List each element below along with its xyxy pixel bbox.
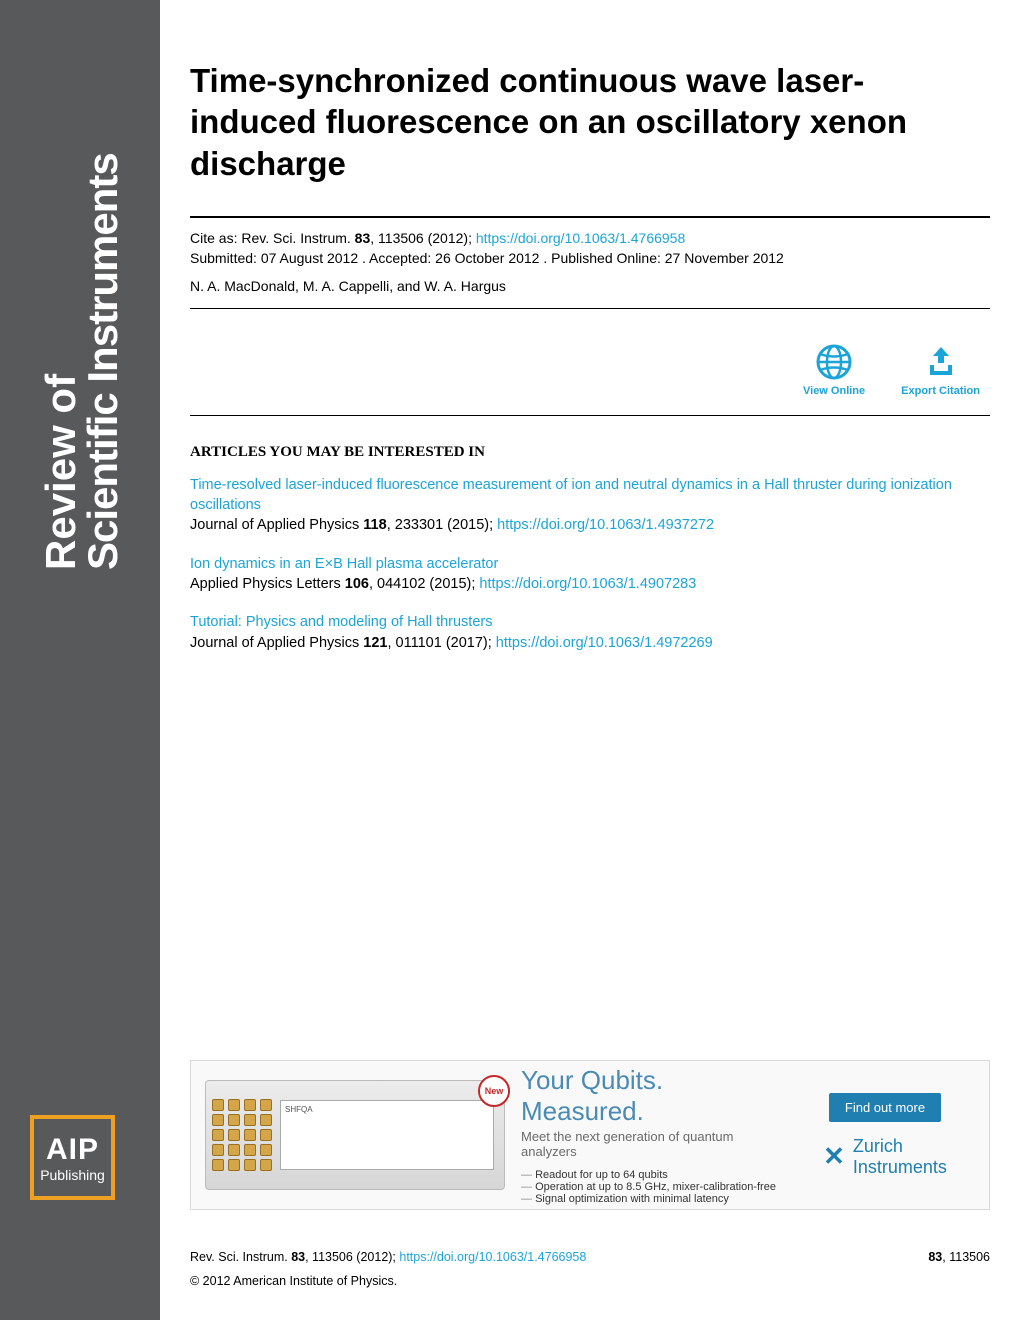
doi-link[interactable]: https://doi.org/10.1063/1.4766958 <box>476 230 685 246</box>
sidebar: Review of Scientific Instruments AIP Pub… <box>0 0 160 1320</box>
main-content: Time-synchronized continuous wave laser-… <box>160 0 1020 1320</box>
related-article: Ion dynamics in an E×B Hall plasma accel… <box>190 554 990 595</box>
footer-citation: Rev. Sci. Instrum. 83, 113506 (2012); ht… <box>190 1250 586 1264</box>
ad-bullet: Operation at up to 8.5 GHz, mixer-calibr… <box>521 1181 779 1193</box>
zi-mark-icon: ✕ <box>823 1141 845 1172</box>
publisher-logo: AIP Publishing <box>30 1115 115 1200</box>
cite-volume: 83 <box>355 230 371 246</box>
ad-subheadline: Meet the next generation of quantum anal… <box>521 1129 779 1159</box>
zurich-instruments-logo: ✕ Zurich Instruments <box>823 1136 947 1178</box>
footer-issue: 83, 113506 <box>928 1250 990 1264</box>
ad-bullet: Signal optimization with minimal latency <box>521 1193 779 1205</box>
related-source: Applied Physics Letters 106, 044102 (201… <box>190 576 479 592</box>
footer-doi-link[interactable]: https://doi.org/10.1063/1.4766958 <box>399 1250 586 1264</box>
action-bar: View Online Export Citation <box>190 319 990 405</box>
new-badge: New <box>478 1075 510 1107</box>
related-source: Journal of Applied Physics 118, 233301 (… <box>190 517 497 533</box>
ad-right: Find out more ✕ Zurich Instruments <box>795 1093 975 1178</box>
find-out-more-button[interactable]: Find out more <box>829 1093 941 1122</box>
globe-icon <box>815 343 853 381</box>
ad-text: Your Qubits. Measured. Meet the next gen… <box>521 1065 779 1205</box>
related-article: Time-resolved laser-induced fluorescence… <box>190 475 990 536</box>
related-doi-link[interactable]: https://doi.org/10.1063/1.4937272 <box>497 517 714 533</box>
company-line1: Zurich <box>853 1136 947 1157</box>
publisher-name: AIP <box>46 1133 99 1167</box>
cite-pages: , 113506 (2012); <box>370 230 476 246</box>
citation-line: Cite as: Rev. Sci. Instrum. 83, 113506 (… <box>190 230 990 246</box>
dates-line: Submitted: 07 August 2012 . Accepted: 26… <box>190 250 990 266</box>
journal-line2: Scientific Instruments <box>82 153 124 570</box>
related-heading: ARTICLES YOU MAY BE INTERESTED IN <box>190 444 990 461</box>
copyright: © 2012 American Institute of Physics. <box>190 1274 990 1288</box>
related-doi-link[interactable]: https://doi.org/10.1063/1.4907283 <box>479 576 696 592</box>
ad-bullets: Readout for up to 64 qubitsOperation at … <box>521 1169 779 1205</box>
divider <box>190 415 990 416</box>
related-title[interactable]: Tutorial: Physics and modeling of Hall t… <box>190 614 492 630</box>
article-title: Time-synchronized continuous wave laser-… <box>190 60 990 184</box>
publisher-sub: Publishing <box>40 1167 105 1183</box>
related-article: Tutorial: Physics and modeling of Hall t… <box>190 612 990 653</box>
related-title[interactable]: Time-resolved laser-induced fluorescence… <box>190 477 952 513</box>
ad-headline: Your Qubits. Measured. <box>521 1065 779 1127</box>
export-citation-button[interactable]: Export Citation <box>901 343 980 397</box>
view-online-button[interactable]: View Online <box>803 343 865 397</box>
divider <box>190 308 990 309</box>
advertisement-banner[interactable]: SHFQA New Your Qubits. Measured. Meet th… <box>190 1060 990 1210</box>
related-doi-link[interactable]: https://doi.org/10.1063/1.4972269 <box>496 635 713 651</box>
related-title[interactable]: Ion dynamics in an E×B Hall plasma accel… <box>190 556 498 572</box>
related-source: Journal of Applied Physics 121, 011101 (… <box>190 635 496 651</box>
device-screen: SHFQA <box>280 1100 494 1170</box>
journal-title: Review of Scientific Instruments <box>40 153 124 570</box>
export-label: Export Citation <box>901 385 980 397</box>
authors: N. A. MacDonald, M. A. Cappelli, and W. … <box>190 278 990 294</box>
cite-prefix: Cite as: Rev. Sci. Instrum. <box>190 230 355 246</box>
footer: Rev. Sci. Instrum. 83, 113506 (2012); ht… <box>190 1250 990 1288</box>
export-icon <box>922 343 960 381</box>
journal-line1: Review of <box>40 153 82 570</box>
company-line2: Instruments <box>853 1157 947 1178</box>
ad-bullet: Readout for up to 64 qubits <box>521 1169 779 1181</box>
divider <box>190 216 990 218</box>
ad-device-image: SHFQA New <box>205 1080 505 1190</box>
view-online-label: View Online <box>803 385 865 397</box>
